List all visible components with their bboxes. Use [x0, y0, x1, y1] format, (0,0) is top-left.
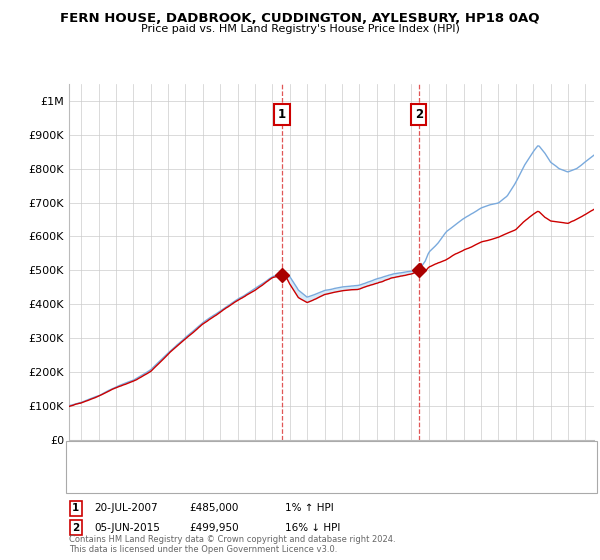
Text: 2: 2 [72, 522, 79, 533]
Text: 05-JUN-2015: 05-JUN-2015 [94, 522, 160, 533]
Text: 20-JUL-2007: 20-JUL-2007 [94, 503, 158, 514]
Text: 1% ↑ HPI: 1% ↑ HPI [285, 503, 334, 514]
Text: £485,000: £485,000 [189, 503, 238, 514]
Text: 1: 1 [72, 503, 79, 514]
Text: —: — [78, 471, 95, 489]
Text: 2: 2 [415, 108, 423, 121]
Text: 1: 1 [278, 108, 286, 121]
Text: Contains HM Land Registry data © Crown copyright and database right 2024.
This d: Contains HM Land Registry data © Crown c… [69, 535, 395, 554]
Text: 16% ↓ HPI: 16% ↓ HPI [285, 522, 340, 533]
Text: —: — [78, 447, 95, 465]
Text: FERN HOUSE, DADBROOK, CUDDINGTON, AYLESBURY, HP18 0AQ: FERN HOUSE, DADBROOK, CUDDINGTON, AYLESB… [60, 12, 540, 25]
Text: Price paid vs. HM Land Registry's House Price Index (HPI): Price paid vs. HM Land Registry's House … [140, 24, 460, 34]
Text: FERN HOUSE, DADBROOK, CUDDINGTON, AYLESBURY, HP18 0AQ (detached house): FERN HOUSE, DADBROOK, CUDDINGTON, AYLESB… [101, 452, 494, 461]
Text: HPI: Average price, detached house, Buckinghamshire: HPI: Average price, detached house, Buck… [101, 475, 359, 484]
Text: £499,950: £499,950 [189, 522, 239, 533]
